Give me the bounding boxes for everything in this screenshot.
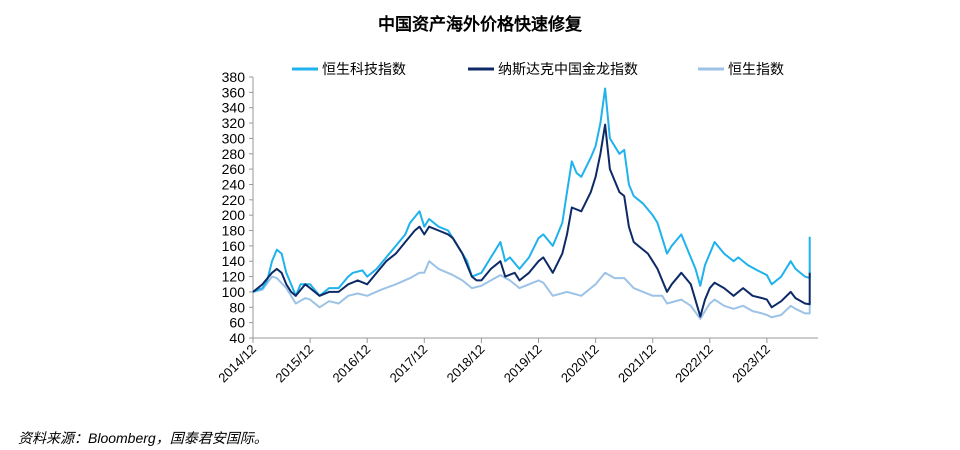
legend-label: 恒生指数 <box>728 62 784 78</box>
series-line-1 <box>252 123 811 318</box>
x-tick-label: 2019/12 <box>501 342 545 386</box>
y-tick-label: 80 <box>229 299 245 315</box>
x-tick-label: 2020/12 <box>558 342 602 386</box>
y-tick-label: 40 <box>229 330 245 346</box>
y-tick-label: 360 <box>222 84 246 100</box>
y-tick-label: 160 <box>222 238 246 254</box>
x-tick-label: 2018/12 <box>444 342 488 386</box>
x-tick-label: 2021/12 <box>615 342 659 386</box>
legend-label: 恒生科技指数 <box>322 62 406 78</box>
x-tick-label: 2023/12 <box>729 342 773 386</box>
source-note: 资料来源：Bloomberg，国泰君安国际。 <box>18 430 268 446</box>
y-tick-label: 300 <box>222 130 246 146</box>
x-tick-label: 2015/12 <box>272 342 316 386</box>
y-tick-label: 280 <box>222 146 246 162</box>
x-tick-label: 2014/12 <box>215 342 259 386</box>
y-tick-label: 140 <box>222 253 246 269</box>
y-tick-label: 220 <box>222 192 246 208</box>
chart-title: 中国资产海外价格快速修复 <box>378 15 582 35</box>
x-tick-label: 2022/12 <box>672 342 716 386</box>
y-tick-label: 120 <box>222 269 246 285</box>
y-tick-label: 380 <box>222 69 246 85</box>
y-tick-label: 200 <box>222 207 246 223</box>
series-line-2 <box>252 260 811 320</box>
y-tick-label: 320 <box>222 115 246 131</box>
legend-label: 纳斯达克中国金龙指数 <box>498 62 638 78</box>
y-tick-label: 180 <box>222 223 246 239</box>
y-tick-label: 260 <box>222 161 246 177</box>
series-line-0 <box>252 87 811 297</box>
x-tick-label: 2016/12 <box>329 342 373 386</box>
x-tick-label: 2017/12 <box>387 342 431 386</box>
y-tick-label: 60 <box>229 315 245 331</box>
y-tick-label: 100 <box>222 284 246 300</box>
y-tick-label: 340 <box>222 100 246 116</box>
y-tick-label: 240 <box>222 176 246 192</box>
